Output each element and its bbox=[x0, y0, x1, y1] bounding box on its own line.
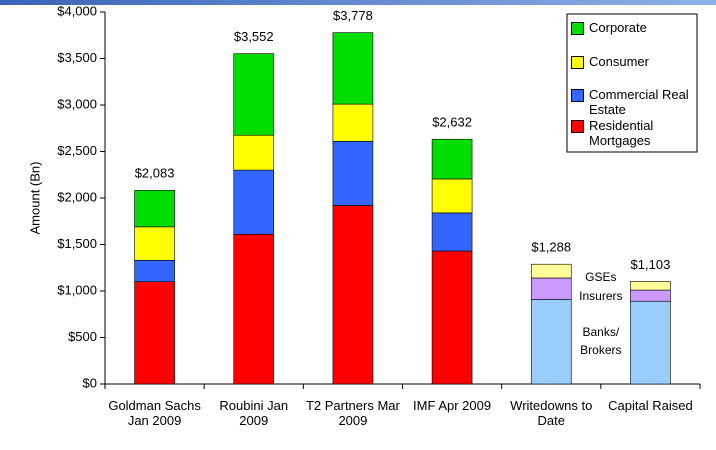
x-tick-label: Roubini Jan 2009 bbox=[219, 398, 289, 428]
y-axis-title: Amount (Bn) bbox=[27, 162, 42, 235]
x-tick-label: Goldman Sachs Jan 2009 bbox=[108, 398, 201, 428]
bar-segment bbox=[630, 289, 671, 302]
bar-segment bbox=[134, 226, 175, 261]
bar-segment bbox=[431, 178, 473, 214]
y-tick-label: $500 bbox=[68, 329, 97, 344]
y-tick-label: $1,500 bbox=[57, 236, 97, 251]
total-label: $1,288 bbox=[531, 240, 571, 255]
total-label: $3,778 bbox=[333, 8, 373, 23]
bar-segment bbox=[332, 140, 374, 206]
total-label: $1,103 bbox=[631, 257, 671, 272]
legend-swatch bbox=[571, 56, 584, 69]
total-label: $2,083 bbox=[135, 166, 175, 181]
bar-segment bbox=[134, 260, 175, 282]
y-tick-label: $3,000 bbox=[57, 96, 97, 111]
bar-segment bbox=[134, 189, 175, 228]
y-tick-label: $2,000 bbox=[57, 189, 97, 204]
legend-swatch bbox=[571, 22, 584, 35]
y-tick-label: $2,500 bbox=[57, 143, 97, 158]
bar-segment bbox=[530, 299, 572, 385]
bar-segment bbox=[233, 53, 275, 136]
legend-label: Corporate bbox=[589, 20, 647, 35]
legend-swatch bbox=[571, 120, 584, 133]
legend-label: Consumer bbox=[589, 54, 649, 69]
bar-segment bbox=[233, 169, 275, 235]
bar-segment bbox=[431, 212, 473, 252]
bar-segment bbox=[233, 233, 275, 385]
bar-segment bbox=[431, 138, 473, 180]
x-tick-label: T2 Partners Mar 2009 bbox=[305, 398, 400, 428]
x-tick-label: Capital Raised bbox=[608, 398, 693, 413]
bar-segment bbox=[332, 103, 374, 142]
bar-segment bbox=[332, 32, 374, 105]
total-label: $3,552 bbox=[234, 29, 274, 44]
total-label: $2,632 bbox=[432, 115, 472, 130]
y-tick-label: $3,500 bbox=[57, 50, 97, 65]
x-tick-label: IMF Apr 2009 bbox=[413, 398, 492, 413]
bar-segment bbox=[630, 281, 671, 291]
y-tick-label: $1,000 bbox=[57, 282, 97, 297]
bar-segment bbox=[630, 300, 671, 385]
bar-segment bbox=[233, 134, 275, 171]
legend-label: Commercial Real Estate bbox=[589, 87, 689, 117]
top-band bbox=[0, 0, 716, 5]
series-annotation: GSEs bbox=[585, 270, 617, 284]
series-annotation: Insurers bbox=[579, 289, 623, 303]
bar-segment bbox=[134, 281, 175, 385]
x-tick-label: Writedowns to Date bbox=[510, 398, 593, 428]
legend-swatch bbox=[571, 89, 584, 102]
legend-label: Residential Mortgages bbox=[589, 118, 654, 148]
bar-segment bbox=[431, 250, 473, 385]
bar-segment bbox=[530, 277, 572, 300]
legend-box bbox=[566, 13, 698, 153]
y-tick-label: $0 bbox=[83, 375, 97, 390]
y-tick-label: $4,000 bbox=[57, 3, 97, 18]
bar-segment bbox=[332, 205, 374, 385]
bar-segment bbox=[530, 263, 572, 279]
series-annotation: Banks/ Brokers bbox=[580, 325, 622, 357]
